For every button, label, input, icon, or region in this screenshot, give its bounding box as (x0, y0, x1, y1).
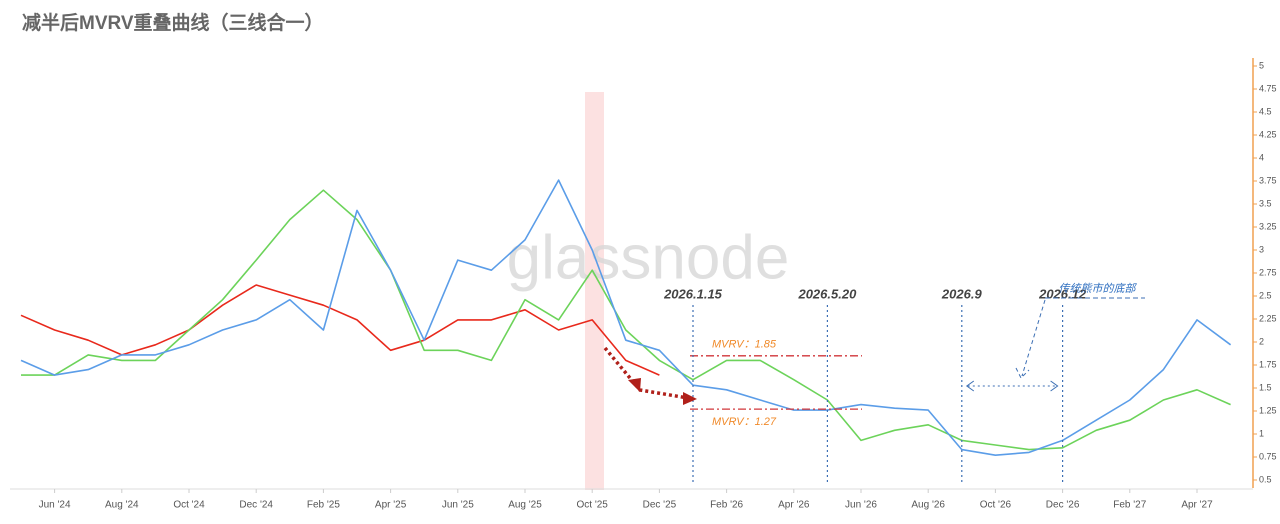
y-tick-label: 1.5 (1259, 382, 1272, 392)
x-tick-label: Oct '26 (980, 500, 1012, 511)
series-line (21, 189, 1231, 451)
x-tick-label: Aug '26 (911, 500, 945, 511)
y-tick-label: 3.75 (1259, 175, 1277, 185)
date-label: 2026.5.20 (797, 286, 857, 301)
y-tick-label: 1.75 (1259, 359, 1277, 369)
y-tick-label: 3.25 (1259, 221, 1277, 231)
date-label: 2026.9 (941, 286, 983, 301)
series-line (20, 179, 1232, 457)
watermark: glassnode (507, 223, 790, 292)
y-tick-label: 2.25 (1259, 313, 1277, 323)
y-tick-label: 4 (1259, 152, 1264, 162)
chart-title: 减半后MVRV重叠曲线（三线合一） (22, 11, 324, 34)
range-note: 传统熊市的底部 (1059, 282, 1138, 295)
y-tick-label: 5 (1259, 60, 1264, 70)
y-tick-label: 2.5 (1259, 290, 1272, 300)
x-tick-label: Feb '25 (307, 500, 340, 511)
arrow-head (965, 380, 1059, 392)
x-tick-label: Dec '26 (1046, 500, 1080, 511)
x-tick-label: Oct '24 (173, 500, 205, 511)
y-tick-label: 4.75 (1259, 83, 1277, 93)
y-tick-label: 0.75 (1259, 451, 1277, 461)
reference-label: MVRV：1.85 (712, 339, 777, 351)
y-tick-label: 0.5 (1259, 474, 1272, 484)
x-tick-label: Jun '26 (845, 500, 877, 511)
y-tick-label: 4.5 (1259, 106, 1272, 116)
x-tick-label: Jun '24 (39, 500, 71, 511)
y-tick-label: 4.25 (1259, 129, 1277, 139)
x-tick-label: Feb '27 (1113, 500, 1146, 511)
y-tick-label: 2.75 (1259, 267, 1277, 277)
x-tick-label: Apr '26 (778, 500, 810, 511)
x-tick-label: Apr '25 (375, 500, 407, 511)
x-tick-label: Dec '25 (643, 500, 677, 511)
x-tick-label: Oct '25 (577, 500, 609, 511)
x-tick-label: Apr '27 (1181, 500, 1213, 511)
date-label: 2026.1.15 (663, 286, 723, 301)
trend-arrow-head (628, 378, 697, 405)
x-tick-label: Aug '25 (508, 500, 542, 511)
highlight-band (585, 92, 604, 490)
x-tick-label: Aug '24 (105, 500, 139, 511)
y-tick-label: 1.25 (1259, 405, 1277, 415)
reference-label: MVRV：1.27 (712, 416, 777, 428)
x-tick-label: Jun '25 (442, 500, 474, 511)
x-tick-label: Feb '26 (710, 500, 743, 511)
date-label: 2026.12 (1038, 286, 1087, 301)
pointer (1015, 299, 1046, 379)
trend-arrow (603, 346, 689, 400)
y-tick-label: 3.5 (1259, 198, 1272, 208)
y-tick-label: 3 (1259, 244, 1264, 254)
y-tick-label: 2 (1259, 336, 1264, 346)
y-tick-label: 1 (1259, 428, 1264, 438)
series-line (20, 284, 660, 376)
x-tick-label: Dec '24 (239, 500, 273, 511)
